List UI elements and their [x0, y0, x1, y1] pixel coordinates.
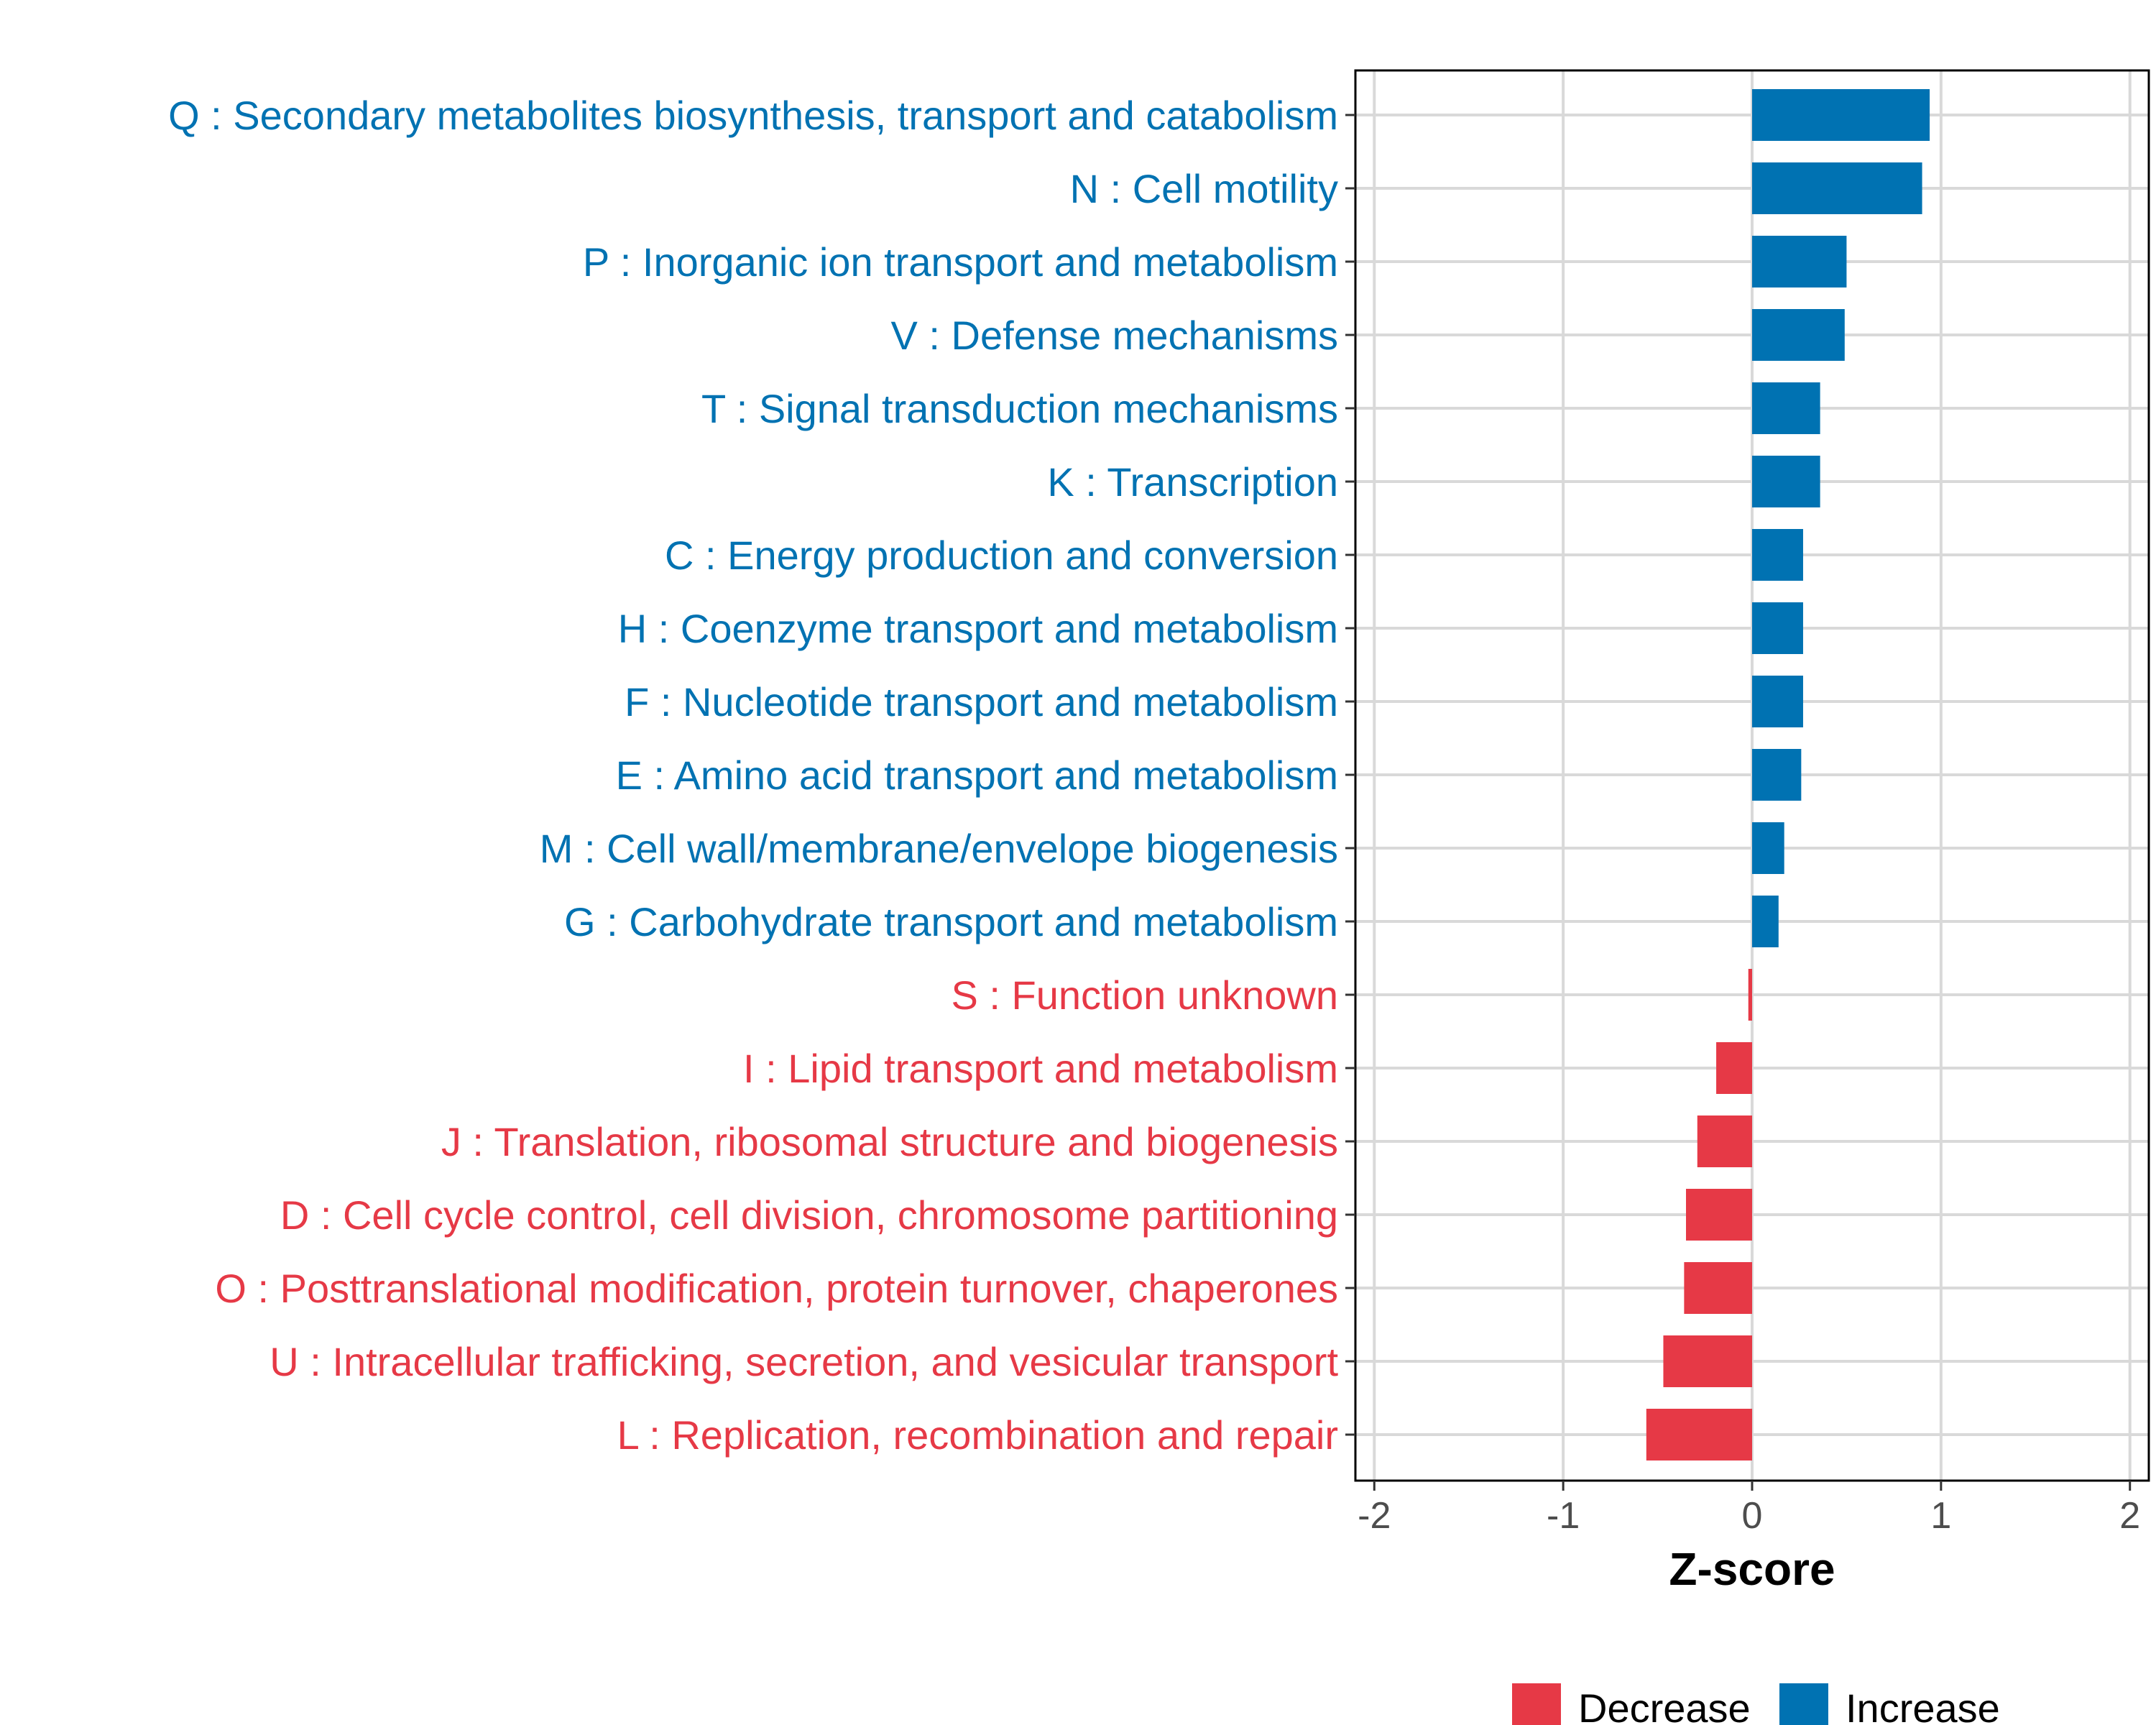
bar-8	[1752, 676, 1803, 727]
x-tick-label-4: 2	[2119, 1495, 2140, 1537]
bar-12	[1748, 969, 1752, 1021]
bar-layer	[1646, 89, 1930, 1460]
category-label-16: O : Posttranslational modification, prot…	[215, 1266, 1338, 1311]
bar-11	[1752, 896, 1779, 947]
bar-1	[1752, 162, 1922, 214]
bar-18	[1646, 1409, 1752, 1460]
x-tick-label-2: 0	[1742, 1495, 1763, 1537]
x-tick-label-0: -2	[1358, 1495, 1391, 1537]
bar-16	[1684, 1262, 1752, 1314]
category-label-11: G : Carbohydrate transport and metabolis…	[564, 899, 1338, 944]
category-label-1: N : Cell motility	[1070, 166, 1338, 211]
bar-4	[1752, 382, 1820, 434]
category-label-9: E : Amino acid transport and metabolism	[616, 753, 1338, 798]
x-tick-label-3: 1	[1930, 1495, 1951, 1537]
category-label-10: M : Cell wall/membrane/envelope biogenes…	[540, 826, 1338, 871]
legend-key-decrease	[1512, 1683, 1561, 1725]
bar-14	[1697, 1116, 1752, 1167]
label-layer: Q : Secondary metabolites biosynthesis, …	[168, 93, 1338, 1458]
category-label-8: F : Nucleotide transport and metabolism	[625, 679, 1338, 724]
category-label-17: U : Intracellular trafficking, secretion…	[270, 1339, 1338, 1384]
category-label-2: P : Inorganic ion transport and metaboli…	[583, 239, 1338, 285]
bar-13	[1716, 1042, 1752, 1094]
bar-5	[1752, 456, 1820, 507]
category-label-13: I : Lipid transport and metabolism	[743, 1046, 1338, 1091]
category-label-3: V : Defense mechanisms	[891, 313, 1338, 358]
legend-label-decrease: Decrease	[1578, 1685, 1751, 1725]
bar-17	[1663, 1335, 1752, 1387]
category-label-5: K : Transcription	[1047, 459, 1338, 505]
x-tick-label-1: -1	[1547, 1495, 1580, 1537]
bar-3	[1752, 309, 1845, 361]
legend-label-increase: Increase	[1846, 1685, 2000, 1725]
bar-15	[1686, 1189, 1752, 1241]
category-label-4: T : Signal transduction mechanisms	[701, 386, 1338, 431]
legend-key-increase	[1779, 1683, 1828, 1725]
tick-layer: -2 -1 0 1 2	[1345, 114, 2140, 1537]
bar-6	[1752, 529, 1803, 581]
category-label-0: Q : Secondary metabolites biosynthesis, …	[168, 93, 1338, 138]
category-label-18: L : Replication, recombination and repai…	[617, 1412, 1338, 1458]
category-label-14: J : Translation, ribosomal structure and…	[441, 1119, 1338, 1164]
bar-9	[1752, 749, 1802, 801]
bar-10	[1752, 822, 1784, 874]
legend: Decrease Increase	[1512, 1683, 2000, 1725]
category-label-7: H : Coenzyme transport and metabolism	[618, 606, 1338, 651]
category-label-12: S : Function unknown	[951, 972, 1338, 1018]
bar-0	[1752, 89, 1930, 141]
category-label-15: D : Cell cycle control, cell division, c…	[280, 1192, 1338, 1238]
bar-2	[1752, 236, 1847, 288]
category-label-6: C : Energy production and conversion	[665, 533, 1338, 578]
x-axis-title: Z-score	[1669, 1543, 1835, 1595]
bar-7	[1752, 602, 1803, 654]
